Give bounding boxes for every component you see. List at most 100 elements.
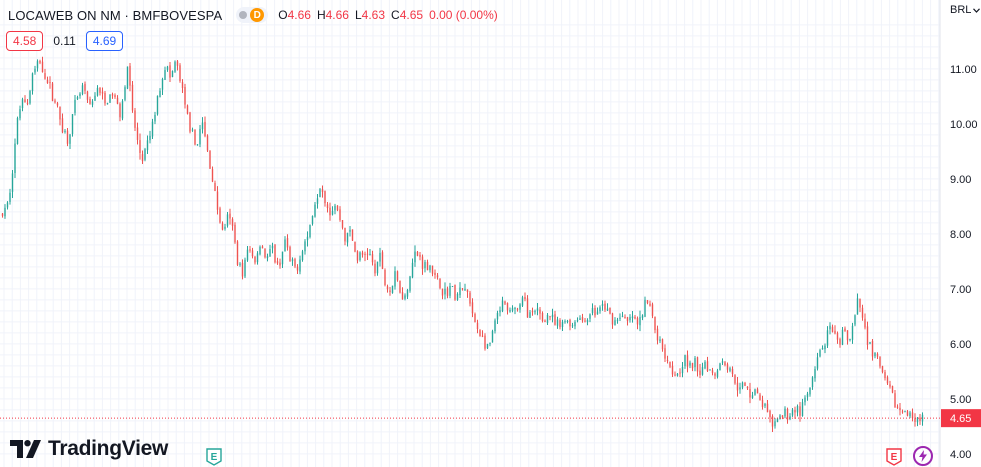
ohlc-high: H4.66 [316,8,349,22]
candle-body [446,288,449,296]
candle-body [881,366,884,373]
candle-body [171,70,174,78]
earnings-event-label: E [211,452,218,463]
candle-body [624,316,626,318]
candle-body [539,309,541,314]
candle-body [119,103,121,118]
candle-body [916,417,919,423]
candle-body [684,355,686,367]
candle-body [319,189,321,198]
candle-body [906,411,909,416]
candle-body [201,122,204,130]
candle-body [169,65,171,78]
candle-body [61,118,64,133]
bid-price[interactable]: 4.58 [6,31,44,51]
candle-body [421,256,424,269]
candle-body [264,248,266,258]
candle-body [791,409,794,416]
candle-body [104,92,106,104]
candle-body [186,105,189,114]
candle-body [239,263,241,265]
candle-body [561,321,564,328]
candle-body [674,374,676,376]
candle-body [789,416,791,420]
candle-body [666,359,669,361]
candle-body [86,91,89,100]
candle-body [609,307,611,314]
candle-body [876,353,879,357]
candle-body [846,330,849,341]
candle-body [671,365,674,375]
candle-body [379,252,381,262]
candle-body [354,241,356,252]
candle-body [664,348,666,359]
candle-body [289,247,291,262]
candle-body [449,285,451,296]
candle-body [826,330,829,346]
candle-body [841,329,844,345]
candle-body [281,251,284,265]
candle-body [441,288,444,296]
market-status-pill[interactable]: D [236,7,269,23]
candle-body [804,397,806,403]
tradingview-logo[interactable]: TradingView [10,437,168,461]
candle-body [811,377,814,387]
candle-body [894,393,896,407]
candle-body [156,95,159,115]
candle-body [819,350,821,357]
candle-body [444,288,446,295]
candle-body [346,232,349,243]
candle-body [776,418,779,423]
ask-price[interactable]: 4.69 [85,31,124,51]
candle-body [774,421,776,427]
candle-body [224,226,226,229]
y-tick-label: 9.00 [950,174,971,186]
candle-body [754,389,756,395]
earnings-event-icon[interactable]: E [206,448,222,466]
candle-body [514,307,516,310]
candle-body [501,300,504,312]
candle-body [304,241,306,252]
candle-body [146,140,149,151]
candle-body [311,215,314,224]
candle-body [589,314,591,319]
candle-body [189,112,191,132]
tradingview-logo-icon [10,440,41,458]
candle-body [751,395,754,398]
candle-body [471,302,474,314]
candle-body [686,355,689,367]
candle-body [659,339,661,342]
earnings-upcoming-icon[interactable]: E [886,448,902,466]
candle-body [821,348,824,350]
currency-label: BRL [950,4,972,16]
lightning-bolt-icon[interactable] [913,446,933,466]
candle-body [279,262,281,266]
market-closed-dot-icon [239,11,248,19]
candle-body [784,408,786,417]
candle-body [611,313,614,325]
candle-body [246,249,249,261]
symbol-title[interactable]: LOCAWEB ON NM · BMFBOVESPA [8,7,223,23]
candle-body [871,341,874,357]
candle-body [426,261,429,271]
bid-ask-quotes: 4.58 0.11 4.69 [6,31,124,51]
candle-body [824,345,826,350]
candle-body [456,293,459,300]
candle-body [594,307,596,316]
candle-body [576,320,579,322]
candle-body [511,307,514,311]
candle-body [474,313,476,323]
currency-selector[interactable]: BRL [950,4,981,16]
candle-body [801,402,804,417]
candle-body [161,78,164,90]
candle-body [799,406,801,416]
candle-body [769,410,771,418]
candle-body [639,317,641,326]
candle-body [559,320,561,328]
candle-body [196,144,199,146]
market-delayed-badge: D [250,8,265,22]
y-tick-label: 10.00 [950,119,978,131]
candle-body [94,95,96,101]
candle-body [599,307,601,312]
